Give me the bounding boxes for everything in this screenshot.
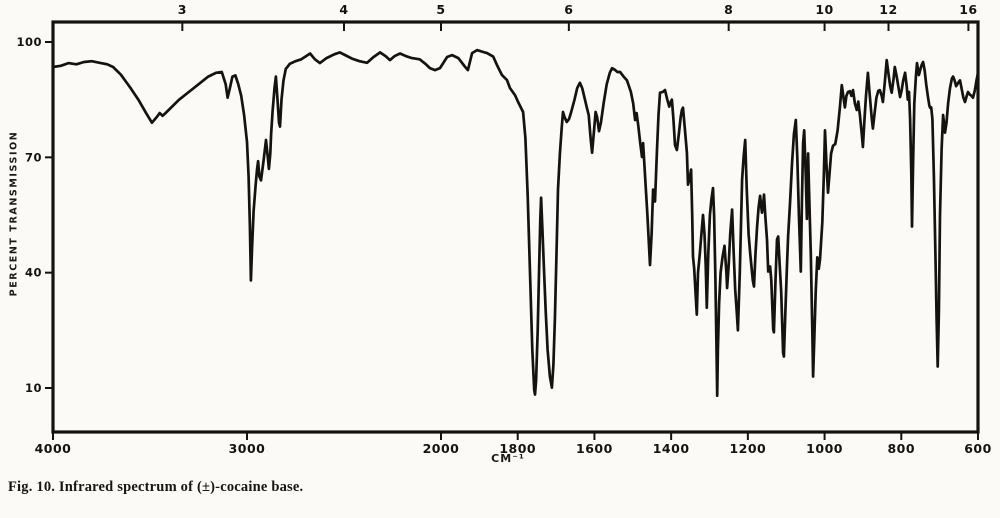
figure-caption: Fig. 10. Infrared spectrum of (±)-cocain… [8, 479, 304, 495]
y-axis-tick-label: 10 [25, 381, 42, 395]
spectrum-trace [51, 48, 980, 398]
y-axis-tick-label: 70 [25, 150, 42, 164]
y-axis-tick-label: 40 [25, 266, 42, 280]
bottom-axis-tick-label: 4000 [35, 441, 72, 456]
top-axis-tick-label: 4 [339, 2, 348, 17]
bottom-axis-tick-label: 3000 [229, 441, 266, 456]
bottom-axis-tick-label: 1800 [499, 441, 536, 456]
bottom-axis-tick-label: 1600 [576, 441, 613, 456]
top-axis-tick-label: 16 [959, 2, 977, 17]
bottom-axis-tick-label: 1200 [729, 441, 766, 456]
top-axis-tick-label: 6 [564, 2, 573, 17]
top-axis-tick-label: 5 [436, 2, 445, 17]
top-axis-tick-label: 3 [178, 2, 187, 17]
top-axis-tick-label: 12 [879, 2, 897, 17]
y-axis-title: PERCENT TRANSMISSION [8, 130, 20, 297]
bottom-axis-tick-label: 800 [887, 441, 915, 456]
top-axis-tick-label: 8 [724, 2, 733, 17]
bottom-axis-tick-label: 1000 [806, 441, 843, 456]
top-axis-tick-label: 10 [815, 2, 833, 17]
bottom-axis-tick-label: 1400 [653, 441, 690, 456]
x-axis-unit-label: CM⁻¹ [491, 452, 525, 465]
y-axis-tick-label: 100 [16, 35, 42, 49]
bottom-axis-tick-label: 2000 [423, 441, 460, 456]
bottom-axis-tick-label: 600 [964, 441, 992, 456]
plot-border [51, 20, 980, 434]
